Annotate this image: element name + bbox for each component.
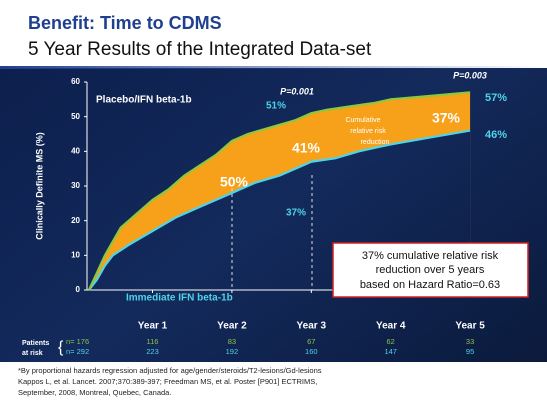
header-rule [0, 66, 547, 69]
x-tick-label: Year 3 [297, 321, 327, 332]
pct-label: 46% [485, 129, 507, 141]
x-tick-label: Year 2 [217, 321, 247, 332]
x-tick-label: Year 4 [376, 321, 406, 332]
risk-n: n= 292 [66, 347, 89, 356]
footnote: Kappos L, et al. Lancet. 2007;370:389-39… [18, 377, 317, 386]
risk-count: 83 [228, 337, 236, 346]
pct-label: 41% [292, 140, 321, 156]
crr-note: relative risk [350, 128, 386, 135]
crr-note: Cumulative [345, 117, 380, 124]
risk-count: 147 [384, 347, 397, 356]
callout-box [332, 242, 529, 298]
pct-label: 37% [432, 110, 461, 126]
callout-text: 37% cumulative relative risk [362, 250, 499, 262]
pct-label: 51% [266, 101, 286, 112]
footnote: *By proportional hazards regression adju… [18, 366, 322, 375]
risk-count: 116 [147, 337, 159, 346]
risk-count: 160 [305, 347, 318, 356]
risk-count: 223 [146, 347, 159, 356]
pct-label: 37% [286, 208, 306, 219]
crr-note: reduction [361, 139, 390, 146]
legend-label: Placebo/IFN beta-1b [96, 95, 192, 106]
p-value: P=0.003 [453, 70, 487, 80]
risk-brace: { [58, 339, 64, 356]
y-tick-label: 0 [76, 285, 81, 294]
footnote: September, 2008, Montreal, Quebec, Canad… [18, 388, 171, 397]
x-tick-label: Year 1 [138, 321, 168, 332]
risk-label: at risk [22, 350, 43, 357]
header [0, 0, 547, 68]
y-tick-label: 50 [71, 112, 80, 121]
risk-count: 67 [307, 337, 315, 346]
y-tick-label: 40 [71, 146, 80, 155]
title: Benefit: Time to CDMS [28, 13, 222, 33]
y-tick-label: 20 [71, 216, 80, 225]
callout-text: reduction over 5 years [376, 264, 485, 276]
x-tick-label: Year 5 [455, 321, 485, 332]
footer [0, 362, 547, 411]
pct-label: 57% [485, 92, 507, 104]
risk-label: Patients [22, 340, 49, 347]
risk-n: n= 176 [66, 337, 89, 346]
y-tick-label: 30 [71, 181, 80, 190]
risk-count: 62 [387, 337, 395, 346]
y-tick-label: 60 [71, 77, 80, 86]
p-value: P=0.001 [280, 86, 314, 96]
series-line [88, 129, 471, 291]
risk-count: 95 [466, 347, 474, 356]
subtitle: 5 Year Results of the Integrated Data-se… [28, 39, 372, 60]
callout-text: based on Hazard Ratio=0.63 [360, 279, 500, 291]
legend-label: Immediate IFN beta-1b [126, 293, 233, 304]
pct-label: 50% [220, 174, 249, 190]
y-tick-label: 10 [71, 250, 80, 259]
series-line [87, 91, 471, 291]
risk-count: 192 [226, 347, 239, 356]
risk-count: 33 [466, 337, 474, 346]
y-axis-label: Clinically Definite MS (%) [34, 132, 44, 240]
gap-area [89, 92, 471, 291]
